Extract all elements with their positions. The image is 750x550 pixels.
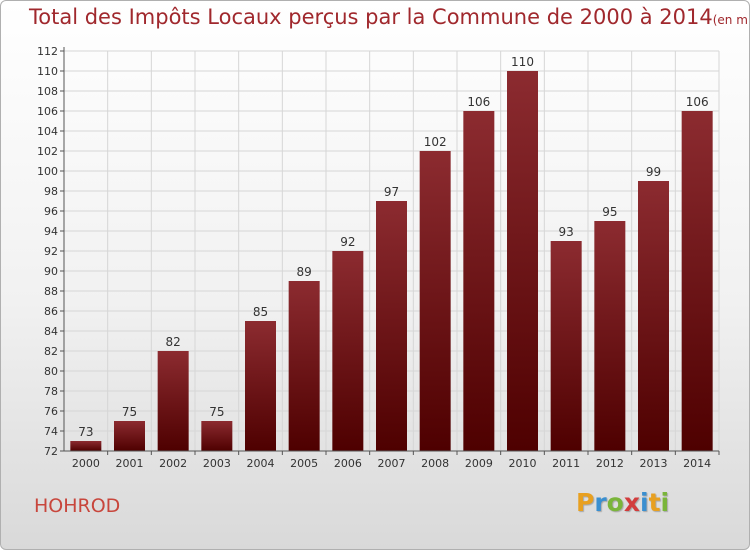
x-tick-label: 2011 (552, 457, 580, 470)
x-tick-label: 2009 (465, 457, 493, 470)
bar-value-label: 85 (253, 305, 268, 319)
bar (638, 181, 669, 451)
y-tick-label: 86 (44, 305, 58, 318)
bar-value-label: 102 (424, 135, 447, 149)
bar-value-label: 106 (686, 95, 709, 109)
bar (201, 421, 233, 451)
x-tick-label: 2000 (72, 457, 100, 470)
chart-title: Total des Impôts Locaux perçus par la Co… (29, 5, 750, 29)
y-tick-label: 110 (37, 65, 58, 78)
bar-value-label: 75 (209, 405, 224, 419)
commune-name: HOHROD (34, 495, 121, 517)
chart-title-unit: (en milliers d'€) (712, 13, 750, 27)
bar-value-label: 97 (384, 185, 399, 199)
x-tick-label: 2006 (334, 457, 362, 470)
y-tick-label: 76 (44, 405, 58, 418)
y-tick-label: 102 (37, 145, 58, 158)
x-tick-label: 2004 (247, 457, 275, 470)
bar (70, 441, 102, 451)
bar (288, 281, 320, 451)
logo-letter: o (606, 488, 624, 517)
bar-value-label: 93 (559, 225, 574, 239)
logo-letter: i (660, 488, 670, 517)
bar (594, 221, 626, 451)
y-tick-label: 90 (44, 265, 58, 278)
bar (245, 321, 276, 451)
y-tick-label: 72 (44, 445, 58, 458)
bar-value-label: 110 (511, 55, 534, 69)
bar (550, 241, 582, 451)
x-tick-label: 2003 (203, 457, 231, 470)
x-tick-label: 2002 (159, 457, 187, 470)
chart-title-main: Total des Impôts Locaux perçus par la Co… (29, 5, 713, 29)
y-tick-label: 98 (44, 185, 58, 198)
y-tick-label: 80 (44, 365, 58, 378)
bar (463, 111, 495, 451)
x-tick-label: 2008 (421, 457, 449, 470)
x-tick-label: 2001 (116, 457, 144, 470)
y-tick-label: 106 (37, 105, 58, 118)
x-tick-label: 2005 (290, 457, 318, 470)
x-tick-label: 2007 (378, 457, 406, 470)
x-tick-label: 2012 (596, 457, 624, 470)
bar-value-label: 75 (122, 405, 137, 419)
y-tick-label: 96 (44, 205, 58, 218)
bar-value-label: 106 (467, 95, 490, 109)
logo-letter: t (648, 488, 661, 517)
y-tick-label: 112 (37, 45, 58, 58)
bar-value-label: 89 (297, 265, 312, 279)
x-tick-label: 2010 (509, 457, 537, 470)
bars (70, 71, 713, 451)
y-tick-label: 88 (44, 285, 58, 298)
bar-value-label: 73 (78, 425, 93, 439)
y-tick-label: 78 (44, 385, 58, 398)
x-tick-label: 2013 (640, 457, 668, 470)
logo-letter: i (640, 488, 649, 517)
data-labels: 73 75 82 75 85 89 92 97 102 106 110 93 95 99 106 (78, 55, 708, 439)
bar-value-label: 95 (602, 205, 617, 219)
bar (332, 251, 364, 451)
y-tick-label: 74 (44, 425, 58, 438)
axes: 72 74 76 78 80 82 84 86 88 90 92 94 96 98 100 102 104 106… (37, 45, 720, 470)
logo-letter: x (623, 488, 640, 517)
y-tick-label: 108 (37, 85, 58, 98)
bar (419, 151, 451, 451)
logo-letter: P (576, 488, 595, 517)
y-tick-label: 94 (44, 225, 58, 238)
bar-value-label: 92 (340, 235, 355, 249)
bar-value-label: 82 (166, 335, 181, 349)
x-tick-label: 2014 (683, 457, 711, 470)
y-tick-label: 104 (37, 125, 58, 138)
logo-letter: r (594, 488, 607, 517)
y-tick-label: 84 (44, 325, 58, 338)
bar (507, 71, 538, 451)
proxiti-logo[interactable]: Proxiti (576, 488, 669, 517)
bar-value-label: 99 (646, 165, 661, 179)
y-tick-label: 100 (37, 165, 58, 178)
bar (681, 111, 713, 451)
bar (376, 201, 407, 451)
bar (157, 351, 189, 451)
y-tick-label: 92 (44, 245, 58, 258)
bar (114, 421, 145, 451)
y-tick-label: 82 (44, 345, 58, 358)
